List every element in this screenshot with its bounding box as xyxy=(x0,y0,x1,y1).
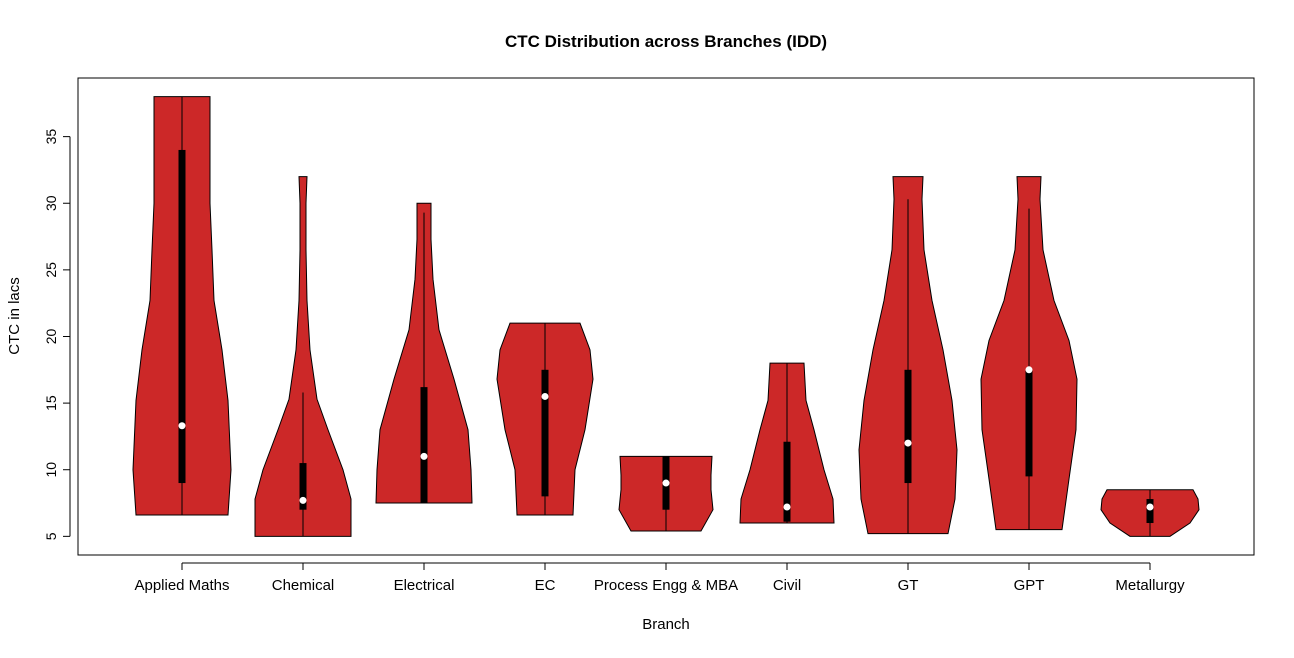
violin-civil xyxy=(739,362,835,524)
x-tick-label: Applied Maths xyxy=(134,577,229,594)
violin-electrical xyxy=(375,202,473,504)
plot-frame xyxy=(77,77,1255,556)
iqr-box xyxy=(299,463,307,510)
median-point xyxy=(541,392,549,400)
violin-process-engg-mba xyxy=(618,455,714,532)
median-point xyxy=(662,479,670,487)
x-tick-label: GPT xyxy=(1014,577,1045,594)
y-tick-label: 20 xyxy=(43,328,59,344)
y-tick-label: 10 xyxy=(43,462,59,478)
median-point xyxy=(1025,366,1033,374)
y-tick-label: 30 xyxy=(43,195,59,211)
y-tick-label: 25 xyxy=(43,262,59,278)
median-point xyxy=(178,422,186,430)
x-tick-label: Civil xyxy=(773,577,801,594)
violin-applied-maths xyxy=(132,96,232,516)
x-axis-label: Branch xyxy=(642,616,690,633)
violin-body xyxy=(254,176,352,537)
iqr-box xyxy=(1146,499,1154,524)
y-tick-label: 5 xyxy=(43,532,59,540)
iqr-box xyxy=(541,369,549,497)
iqr-box xyxy=(178,149,186,484)
x-tick-label: GT xyxy=(898,577,919,594)
iqr-box xyxy=(420,387,428,504)
median-point xyxy=(904,439,912,447)
violin-ec xyxy=(496,322,594,516)
x-tick-label: Chemical xyxy=(272,577,335,594)
violin-chemical xyxy=(254,176,352,537)
median-point xyxy=(783,503,791,511)
x-tick-label: Electrical xyxy=(394,577,455,594)
iqr-box xyxy=(783,441,791,522)
median-point xyxy=(1146,503,1154,511)
x-tick-label: EC xyxy=(535,577,556,594)
y-tick-label: 15 xyxy=(43,395,59,411)
violin-metallurgy xyxy=(1100,489,1200,537)
violin-gt xyxy=(858,176,958,535)
median-point xyxy=(299,496,307,504)
chart-title: CTC Distribution across Branches (IDD) xyxy=(505,32,827,51)
y-axis-label: CTC in lacs xyxy=(6,277,23,355)
iqr-box xyxy=(904,369,912,484)
x-tick-label: Process Engg & MBA xyxy=(594,577,738,594)
x-tick-label: Metallurgy xyxy=(1115,577,1185,594)
median-point xyxy=(420,452,428,460)
violin-gpt xyxy=(980,176,1078,531)
iqr-box xyxy=(1025,369,1033,477)
y-tick-label: 35 xyxy=(43,129,59,145)
